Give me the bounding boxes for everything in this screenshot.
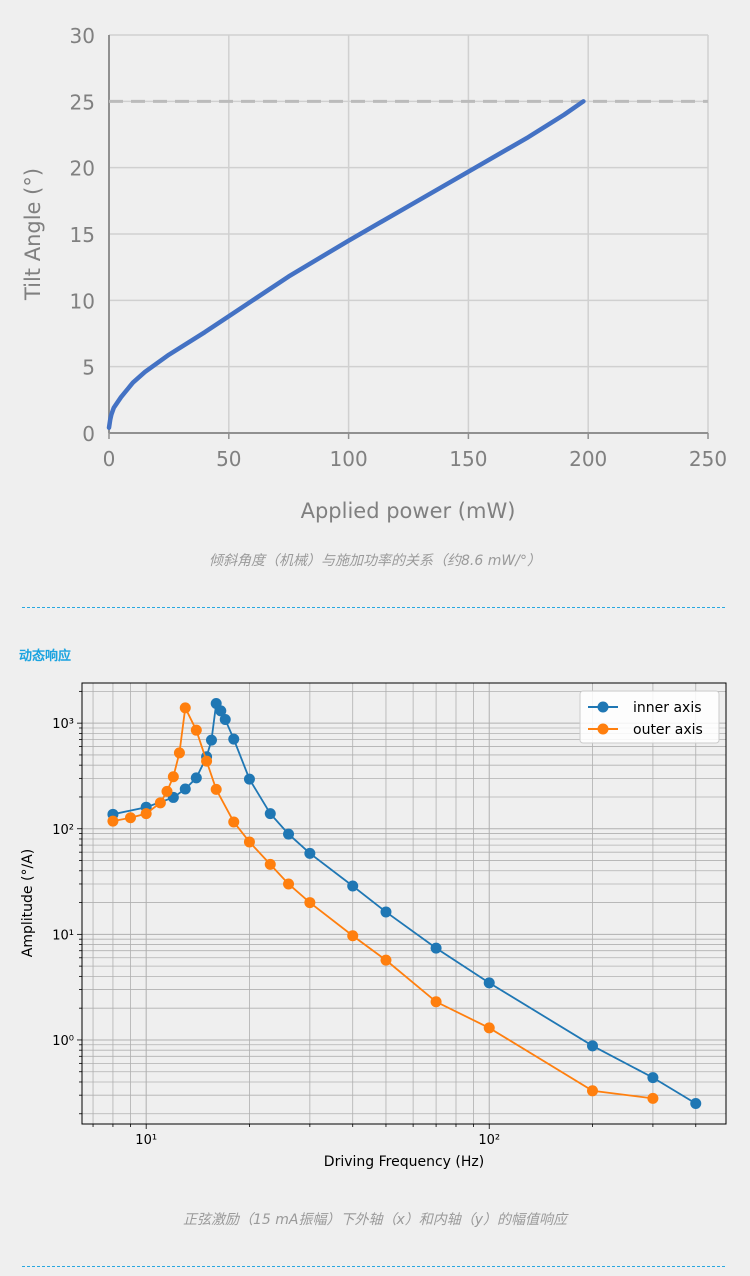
outer-axis-point	[347, 930, 359, 942]
inner-axis-point	[228, 733, 240, 745]
outer-axis-point	[283, 878, 295, 890]
y-tick-label: 5	[82, 356, 95, 380]
outer-axis-point	[107, 815, 119, 827]
x-tick-label: 10²	[478, 1133, 500, 1148]
outer-axis-point	[380, 954, 392, 966]
inner-axis-point	[190, 772, 202, 784]
grid	[108, 34, 709, 439]
outer-axis-point	[167, 771, 179, 783]
y-tick-label: 25	[70, 90, 95, 114]
outer-axis-point	[483, 1022, 495, 1034]
y-tick-label: 0	[82, 422, 95, 446]
outer-axis-point	[210, 783, 222, 795]
outer-axis-point	[228, 816, 240, 828]
inner-axis-point	[347, 880, 359, 892]
inner-axis-point	[264, 808, 276, 820]
x-tick-label: 0	[103, 447, 116, 471]
x-tick-label: 100	[330, 447, 368, 471]
outer-axis-point	[161, 785, 173, 797]
inner-axis-point	[586, 1040, 598, 1052]
y-axis-label: Amplitude (°/A)	[20, 849, 36, 957]
divider	[22, 1266, 725, 1267]
x-tick-label: 150	[449, 447, 487, 471]
y-tick-label: 10	[70, 289, 95, 313]
outer-axis-point	[430, 996, 442, 1008]
x-tick-label: 250	[689, 447, 727, 471]
outer-axis-point	[124, 812, 136, 824]
legend-label-outer-axis: outer axis	[633, 722, 703, 738]
legend-label-inner-axis: inner axis	[633, 700, 702, 716]
x-axis-label: Driving Frequency (Hz)	[324, 1154, 484, 1170]
tick-labels: 0 5 10 15 20 25 30 0 50 100 150 200 250	[70, 24, 728, 471]
x-tick-label: 50	[216, 447, 241, 471]
grid	[77, 683, 726, 1129]
x-axis-label: Applied power (mW)	[301, 499, 516, 523]
inner-axis-point	[647, 1072, 659, 1084]
y-tick-label: 10⁰	[52, 1034, 74, 1049]
legend-marker-inner-axis	[597, 701, 609, 713]
outer-axis-point	[179, 702, 191, 714]
legend: inner axis outer axis	[579, 690, 720, 744]
outer-axis-point	[304, 897, 316, 909]
outer-axis-point	[243, 836, 255, 848]
outer-axis-point	[201, 755, 213, 767]
tilt-angle-curve	[106, 99, 586, 430]
figure2-caption: 正弦激励（15 mA振幅）下外轴（x）和内轴（y）的幅值响应	[182, 1212, 568, 1228]
inner-axis-point	[380, 906, 392, 918]
inner-axis-point	[283, 828, 295, 840]
inner-axis-point	[690, 1098, 702, 1110]
tick-labels: 10⁰ 10¹ 10² 10³ 10¹ 10²	[52, 717, 500, 1148]
y-tick-label: 15	[70, 223, 95, 247]
inner-axis-point	[219, 713, 231, 725]
inner-axis-point	[179, 783, 191, 795]
tilt-angle-chart: 0 5 10 15 20 25 30 0 50 100 150 200 250 Applied powe…	[21, 24, 728, 523]
inner-axis-point	[483, 977, 495, 989]
outer-axis-point	[586, 1085, 598, 1097]
x-tick-label: 200	[569, 447, 607, 471]
x-tick-label: 10¹	[135, 1133, 157, 1148]
plot-frame	[81, 682, 727, 1125]
inner-axis-point	[243, 773, 255, 785]
inner-axis-point	[430, 942, 442, 954]
divider	[22, 607, 725, 608]
y-tick-label: 10¹	[52, 928, 74, 943]
y-tick-label: 10²	[52, 823, 74, 838]
y-tick-label: 30	[70, 24, 95, 48]
section-title: 动态响应	[19, 649, 72, 664]
figure1-caption: 倾斜角度（机械）与施加功率的关系（约8.6 mW/°）	[209, 553, 541, 569]
y-axis-label: Tilt Angle (°)	[21, 168, 45, 301]
legend-marker-outer-axis	[597, 723, 609, 735]
y-tick-label: 20	[70, 157, 95, 181]
outer-axis-point	[190, 724, 202, 736]
outer-axis-line	[112, 704, 654, 1100]
outer-axis-point	[173, 747, 185, 759]
outer-axis-point	[154, 797, 166, 809]
inner-axis-line	[112, 700, 697, 1105]
inner-axis-point	[304, 847, 316, 859]
y-tick-label: 10³	[52, 717, 74, 732]
inner-axis-point	[205, 734, 217, 746]
outer-axis-point	[647, 1092, 659, 1104]
inner-axis-point	[215, 705, 227, 717]
outer-axis-point	[264, 858, 276, 870]
outer-axis-point	[140, 808, 152, 820]
